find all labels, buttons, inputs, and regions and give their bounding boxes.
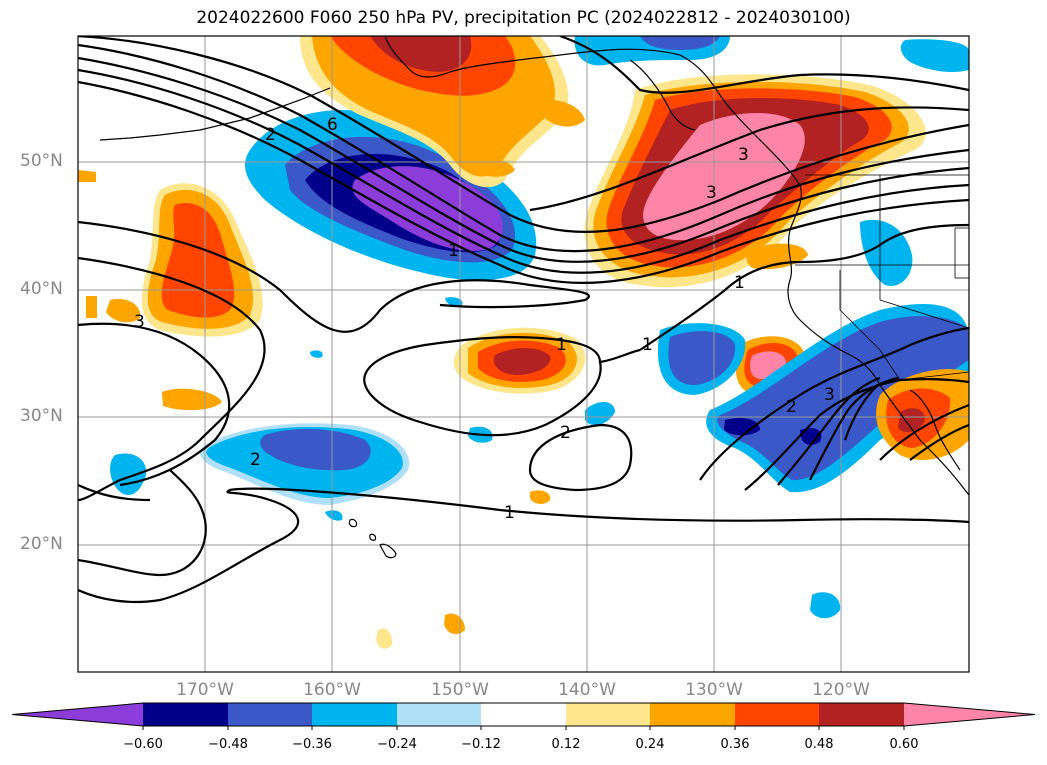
coastlines xyxy=(99,36,969,559)
lon-label-140w: 140°W xyxy=(558,680,616,700)
lon-label-160w: 160°W xyxy=(303,680,361,700)
colorbar-segment xyxy=(735,703,819,726)
colorbar-segment xyxy=(650,703,735,726)
colorbar-segment xyxy=(904,703,1035,726)
colorbar-tick: −0.24 xyxy=(377,737,417,752)
colorbar-tick: −0.48 xyxy=(208,737,248,752)
lat-label-20n: 20°N xyxy=(20,534,63,554)
colorbar-tick: −0.60 xyxy=(123,737,163,752)
contour-label: 3 xyxy=(134,312,145,332)
contour-label: 1 xyxy=(448,241,459,261)
contour-label: 1 xyxy=(642,335,653,355)
colorbar-tick: 0.60 xyxy=(889,737,919,752)
contour-label: 3 xyxy=(738,145,749,165)
colorbar-segment xyxy=(819,703,904,726)
negative-anomaly-blob-southeast xyxy=(657,303,969,493)
positive-anomaly-blob-alaska xyxy=(300,36,969,188)
lat-label-50n: 50°N xyxy=(20,151,63,171)
colorbar-tick: 0.12 xyxy=(551,737,581,752)
colorbar-segment xyxy=(481,703,566,726)
lat-label-40n: 40°N xyxy=(20,279,63,299)
lon-label-150w: 150°W xyxy=(431,680,489,700)
colorbar xyxy=(11,702,1036,730)
colorbar-segment xyxy=(312,703,397,726)
colorbar-tick: 0.24 xyxy=(635,737,665,752)
contour-label: 1 xyxy=(734,273,745,293)
colorbar-segment xyxy=(397,703,481,726)
contour-label: 6 xyxy=(327,115,338,135)
map-frame xyxy=(77,35,970,673)
lat-label-30n: 30°N xyxy=(20,406,63,426)
colorbar-tick: 0.36 xyxy=(720,737,750,752)
graticule xyxy=(78,36,969,672)
pv-contours xyxy=(78,36,969,604)
contour-label: 1 xyxy=(504,503,515,523)
lon-label-130w: 130°W xyxy=(685,680,743,700)
contour-labels: 6 2 1 3 3 1 1 2 2 3 1 3 2 1 xyxy=(134,115,835,523)
lon-label-170w: 170°W xyxy=(176,680,234,700)
map-title: 2024022600 F060 250 hPa PV, precipitatio… xyxy=(196,8,851,28)
contour-label: 1 xyxy=(556,335,567,355)
negative-anomaly-blob-subtropical xyxy=(110,219,913,619)
contour-label: 2 xyxy=(265,125,276,145)
contour-label: 3 xyxy=(706,183,717,203)
positive-anomaly-blob-central xyxy=(453,327,586,394)
colorbar-segment xyxy=(12,703,143,726)
contour-label: 2 xyxy=(786,397,797,417)
positive-anomaly-blob-pnw xyxy=(584,74,926,288)
contour-label: 3 xyxy=(824,385,835,405)
colorbar-tick: 0.48 xyxy=(804,737,834,752)
positive-anomaly-blob-west xyxy=(78,170,263,411)
colorbar-tick: −0.36 xyxy=(292,737,332,752)
colorbar-tick: −0.12 xyxy=(461,737,501,752)
colorbar-segment xyxy=(143,703,228,726)
lon-label-120w: 120°W xyxy=(812,680,870,700)
colorbar-segment xyxy=(228,703,312,726)
contour-label: 2 xyxy=(250,450,261,470)
contour-label: 2 xyxy=(560,423,571,443)
colorbar-segment xyxy=(566,703,650,726)
